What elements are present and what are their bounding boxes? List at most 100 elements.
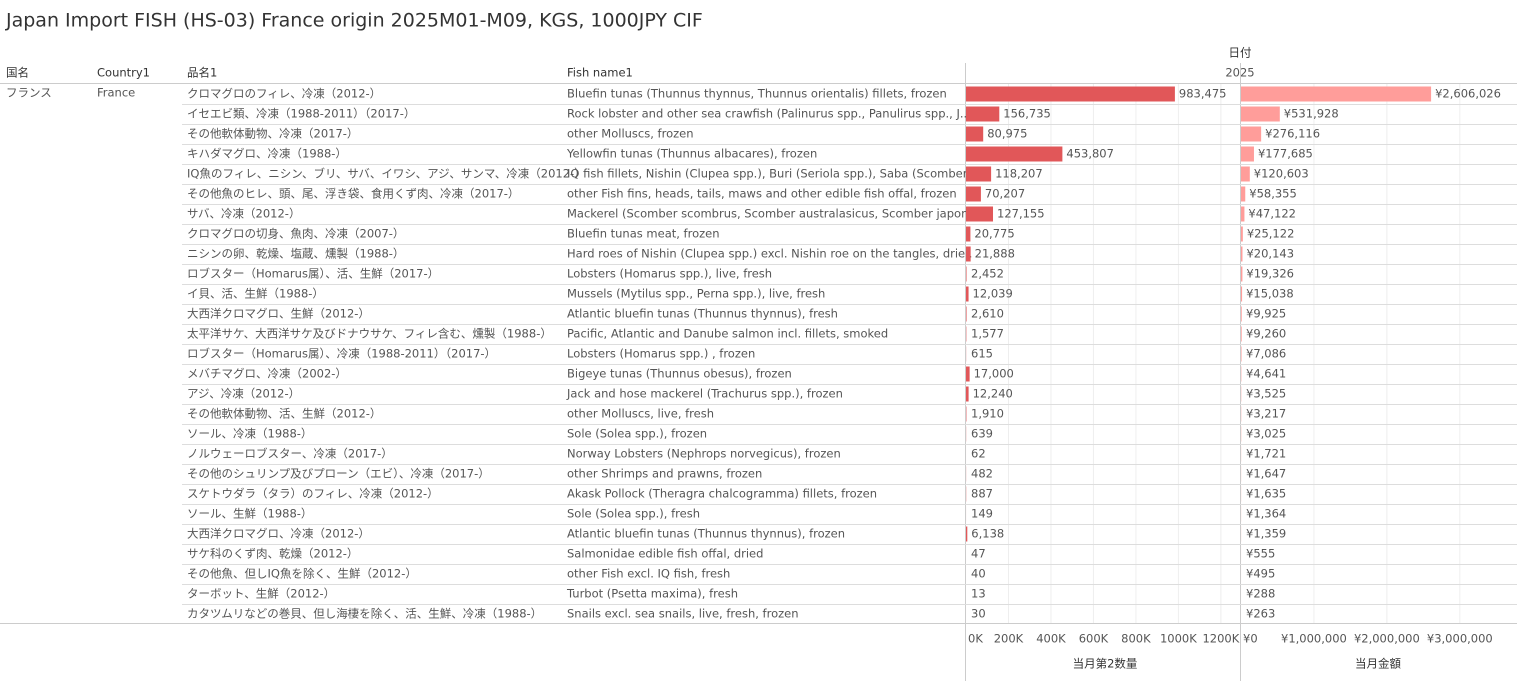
value-label: 12,039 <box>973 287 1013 301</box>
item-name-ja: その他のシュリンプ及びプローン（エビ）、冷凍（2017-） <box>187 467 490 481</box>
value-label: ¥120,603 <box>1254 167 1309 181</box>
item-name-ja: イセエビ類、冷凍（1988-2011）（2017-） <box>187 107 415 121</box>
value-label: ¥20,143 <box>1246 247 1294 261</box>
item-name-ja: スケトウダラ（タラ）のフィレ、冷凍（2012-） <box>187 487 439 501</box>
value-label: ¥7,086 <box>1246 347 1286 361</box>
value-label: 62 <box>971 447 986 461</box>
value-label: ¥555 <box>1246 547 1275 561</box>
value-label: ¥531,928 <box>1284 107 1339 121</box>
bar <box>966 186 981 202</box>
value-label: 127,155 <box>997 207 1045 221</box>
value-label: 453,807 <box>1066 147 1114 161</box>
item-name-ja: ソール、冷凍（1988-） <box>187 427 312 441</box>
bar <box>1241 126 1262 142</box>
x-tick-label: 800K <box>1121 632 1151 646</box>
x-tick-label: 600K <box>1079 632 1109 646</box>
value-label: 149 <box>971 507 993 521</box>
item-name-en: Lobsters (Homarus spp.), live, fresh <box>567 267 772 281</box>
item-name-en: Salmonidae edible fish offal, dried <box>567 547 763 561</box>
item-name-ja: サケ科のくず肉、乾燥（2012-） <box>187 547 358 561</box>
item-name-ja: イ貝、活、生鮮（1988-） <box>187 287 324 301</box>
item-name-ja: アジ、冷凍（2012-） <box>187 387 300 401</box>
value-label: ¥3,025 <box>1246 427 1286 441</box>
value-label: 983,475 <box>1179 87 1227 101</box>
item-name-ja: その他軟体動物、活、生鮮（2012-） <box>187 407 381 421</box>
country: France <box>97 86 135 100</box>
item-name-ja: サバ、冷凍（2012-） <box>187 207 300 221</box>
value-label: ¥9,260 <box>1246 327 1286 341</box>
x-tick-label: ¥0 <box>1243 632 1258 646</box>
value-label: 47 <box>971 547 986 561</box>
item-name-ja: ターボット、生鮮（2012-） <box>187 587 335 601</box>
x-tick-label: 1000K <box>1160 632 1197 646</box>
value-label: 40 <box>971 567 986 581</box>
column-header: 品名1 <box>187 66 217 80</box>
bar <box>966 86 1175 102</box>
item-name-ja: キハダマグロ、冷凍（1988-） <box>187 147 347 161</box>
bar <box>1241 306 1242 322</box>
value-label: ¥1,647 <box>1246 467 1286 481</box>
bar <box>966 126 984 142</box>
item-name-en: Bluefin tunas (Thunnus thynnus, Thunnus … <box>567 87 947 101</box>
item-name-en: IQ fish fillets, Nishin (Clupea spp.), B… <box>567 167 974 181</box>
value-label: ¥58,355 <box>1249 187 1297 201</box>
item-name-ja: カタツムリなどの巻貝、但し海棲を除く、活、生鮮、冷凍（1988-） <box>187 607 542 621</box>
column-header: Fish name1 <box>567 66 633 80</box>
value-label: ¥1,721 <box>1246 447 1286 461</box>
country: フランス <box>6 86 52 100</box>
value-label: ¥3,217 <box>1246 407 1286 421</box>
item-name-en: other Molluscs, live, fresh <box>567 407 714 421</box>
value-label: ¥1,359 <box>1246 527 1286 541</box>
value-label: ¥47,122 <box>1248 207 1296 221</box>
item-name-en: other Shrimps and prawns, frozen <box>567 467 762 481</box>
item-name-en: Rock lobster and other sea crawfish (Pal… <box>567 107 967 121</box>
item-name-en: other Fish fins, heads, tails, maws and … <box>567 187 957 201</box>
item-name-en: Mussels (Mytilus spp., Perna spp.), live… <box>567 287 825 301</box>
value-label: 1,910 <box>971 407 1004 421</box>
value-label: ¥3,525 <box>1246 387 1286 401</box>
value-label: 12,240 <box>973 387 1013 401</box>
item-name-en: Bluefin tunas meat, frozen <box>567 227 720 241</box>
x-tick-label: ¥3,000,000 <box>1427 632 1493 646</box>
x-tick-label: 0K <box>968 632 983 646</box>
value-label: 156,735 <box>1003 107 1051 121</box>
value-label: 2,452 <box>971 267 1004 281</box>
item-name-ja: ロブスター（Homarus属）、活、生鮮（2017-） <box>187 267 439 281</box>
item-name-en: Atlantic bluefin tunas (Thunnus thynnus)… <box>567 307 838 321</box>
item-name-en: Jack and hose mackerel (Trachurus spp.),… <box>566 387 843 401</box>
value-label: ¥19,326 <box>1246 267 1294 281</box>
value-label: ¥495 <box>1246 567 1275 581</box>
value-label: 1,577 <box>971 327 1004 341</box>
bar <box>1241 166 1250 182</box>
bar <box>966 106 1000 122</box>
value-label: 20,775 <box>974 227 1014 241</box>
x-tick-label: 1200K <box>1202 632 1239 646</box>
bar <box>966 146 1063 162</box>
bar <box>1241 266 1243 282</box>
value-label: 118,207 <box>995 167 1043 181</box>
bar <box>1241 326 1242 342</box>
bar <box>1241 246 1243 262</box>
value-label: 17,000 <box>974 367 1014 381</box>
bar <box>966 226 971 242</box>
item-name-ja: 大西洋クロマグロ、生鮮（2012-） <box>187 307 370 321</box>
item-name-en: Snails excl. sea snails, live, fresh, fr… <box>567 607 799 621</box>
value-label: ¥25,122 <box>1247 227 1295 241</box>
value-label: 887 <box>971 487 993 501</box>
column-group: 日付 <box>1229 46 1252 60</box>
item-name-ja: 太平洋サケ、大西洋サケ及びドナウサケ、フィレ含む、燻製（1988-） <box>187 327 552 341</box>
item-name-ja: ロブスター（Homarus属）、冷凍（1988-2011）（2017-） <box>187 347 496 361</box>
x-tick-label: ¥2,000,000 <box>1354 632 1420 646</box>
value-label: ¥263 <box>1246 607 1275 621</box>
value-label: 30 <box>971 607 986 621</box>
item-name-ja: その他魚、但しIQ魚を除く、生鮮（2012-） <box>187 567 417 581</box>
bar <box>966 306 967 322</box>
item-name-en: Lobsters (Homarus spp.) , frozen <box>567 347 755 361</box>
item-name-en: Sole (Solea spp.), frozen <box>567 427 707 441</box>
value-label: 13 <box>971 587 986 601</box>
axis-title: 当月金額 <box>1355 657 1401 671</box>
bar <box>966 286 969 302</box>
item-name-ja: その他魚のヒレ、頭、尾、浮き袋、食用くず肉、冷凍（2017-） <box>187 187 519 201</box>
bar <box>966 246 971 262</box>
